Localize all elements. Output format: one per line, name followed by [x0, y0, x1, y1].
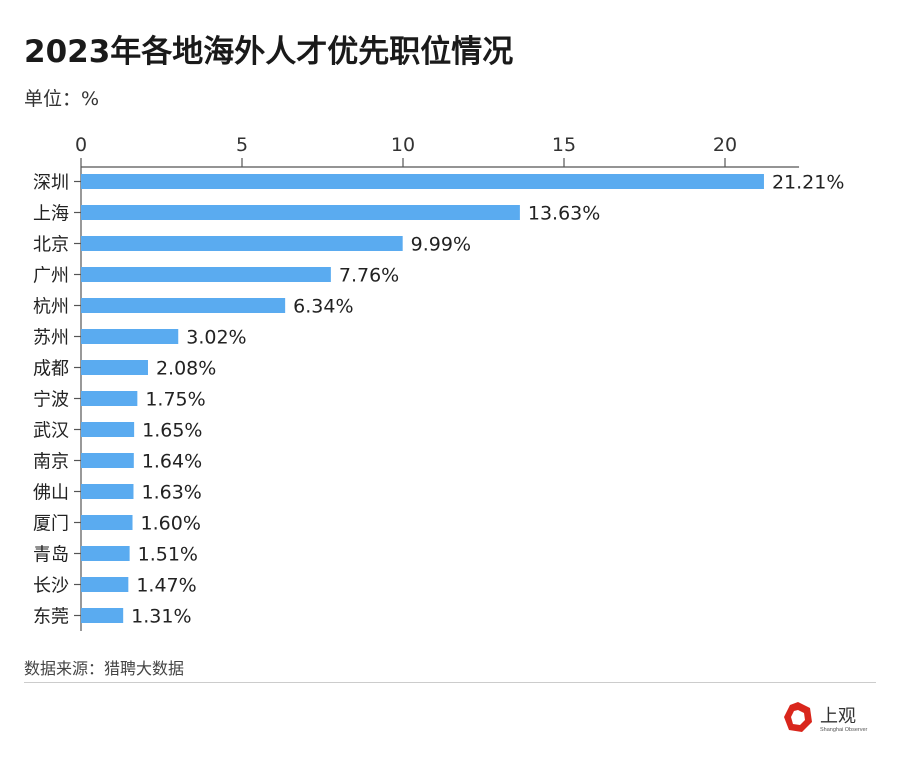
x-tick-label: 10 — [391, 134, 415, 156]
bar — [81, 205, 520, 220]
bar — [81, 608, 124, 623]
x-tick-label: 0 — [75, 134, 87, 156]
data-label: 6.34% — [293, 296, 353, 318]
data-label: 13.63% — [528, 203, 600, 225]
bar — [81, 174, 764, 189]
category-label: 成都 — [33, 359, 69, 380]
data-label: 1.63% — [141, 482, 201, 504]
bar — [81, 236, 403, 251]
source-note: 数据来源：猎聘大数据 — [24, 659, 185, 678]
chart-title: 2023年各地海外人才优先职位情况 — [24, 34, 514, 70]
bar — [81, 298, 286, 313]
category-label: 杭州 — [33, 297, 69, 318]
category-label: 长沙 — [33, 576, 69, 597]
data-label: 1.47% — [136, 575, 196, 597]
data-label: 2.08% — [156, 358, 216, 380]
bar — [81, 577, 129, 592]
svg-text:上观: 上观 — [820, 706, 856, 727]
data-label: 1.51% — [138, 544, 198, 566]
category-label: 佛山 — [33, 483, 69, 504]
bar — [81, 453, 134, 468]
x-tick-label: 20 — [713, 134, 737, 156]
bar — [81, 484, 134, 499]
category-label: 南京 — [33, 452, 69, 473]
x-tick-label: 5 — [236, 134, 248, 156]
category-label: 广州 — [33, 266, 69, 287]
category-label: 深圳 — [33, 173, 69, 194]
bar — [81, 329, 179, 344]
data-label: 21.21% — [772, 172, 844, 194]
category-label: 青岛 — [33, 545, 69, 566]
unit-label: 单位：% — [24, 88, 100, 110]
bar — [81, 360, 148, 375]
bar — [81, 422, 135, 437]
x-tick-label: 15 — [552, 134, 576, 156]
category-label: 上海 — [33, 204, 69, 225]
svg-text:Shanghai Observer: Shanghai Observer — [820, 727, 868, 733]
bar — [81, 515, 133, 530]
category-label: 苏州 — [33, 328, 69, 349]
data-label: 3.02% — [186, 327, 246, 349]
category-label: 东莞 — [33, 607, 69, 628]
shanghai-observer-logo: 上观 Shanghai Observer — [784, 702, 868, 733]
data-label: 1.65% — [142, 420, 202, 442]
bar — [81, 267, 331, 282]
data-label: 7.76% — [339, 265, 399, 287]
data-label: 9.99% — [411, 234, 471, 256]
category-label: 宁波 — [33, 390, 69, 411]
category-label: 北京 — [33, 235, 69, 256]
data-label: 1.60% — [141, 513, 201, 535]
data-label: 1.64% — [142, 451, 202, 473]
data-label: 1.31% — [131, 606, 191, 628]
category-label: 武汉 — [33, 421, 69, 442]
data-label: 1.75% — [145, 389, 205, 411]
divider — [24, 682, 876, 683]
bar — [81, 546, 130, 561]
bar — [81, 391, 138, 406]
category-label: 厦门 — [33, 514, 69, 535]
